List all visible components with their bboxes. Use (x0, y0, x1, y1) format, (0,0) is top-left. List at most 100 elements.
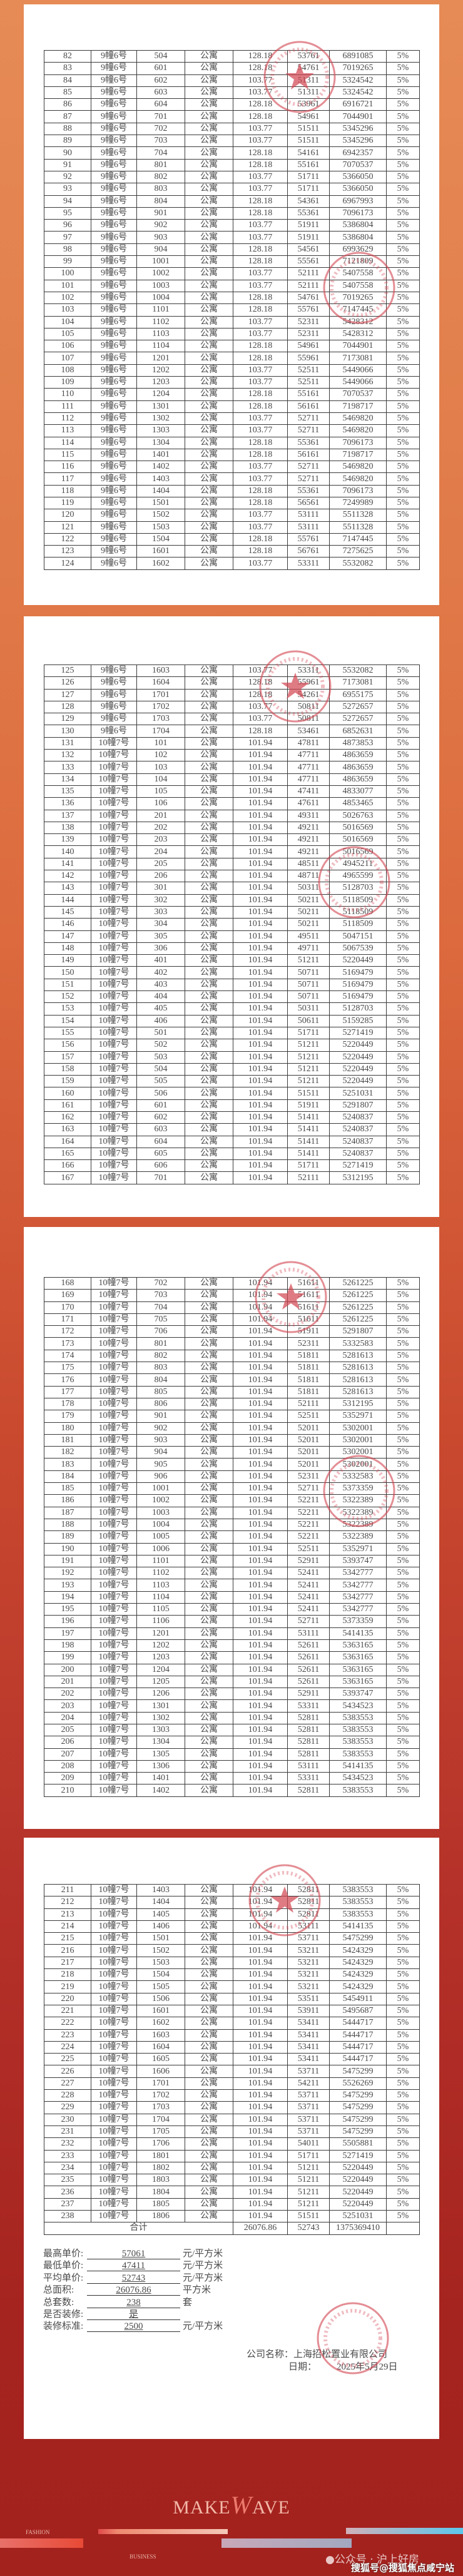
area-cell: 103.77 (233, 267, 288, 280)
unit-price-cell: 51411 (287, 1147, 330, 1161)
total-price-cell: 7096173 (329, 484, 387, 497)
property-type-cell: 公寓 (185, 255, 233, 268)
building-cell: 9幢6号 (91, 340, 137, 353)
property-type-cell: 公寓 (185, 1470, 233, 1484)
percentage-cell: 5% (386, 785, 420, 798)
percentage-cell: 5% (386, 1026, 420, 1040)
percentage-cell: 5% (386, 1554, 420, 1568)
percentage-cell: 5% (386, 1123, 420, 1136)
area-cell: 101.94 (233, 1896, 288, 1909)
row-index-cell: 108 (44, 364, 91, 377)
unit-price-cell: 55961 (287, 352, 330, 365)
table-row: 120 9幢6号 1502 公寓 103.77 53111 5511328 5% (44, 509, 420, 522)
percentage-cell: 5% (386, 1410, 420, 1423)
total-price-cell: 5526269 (329, 2077, 387, 2090)
total-price-cell: 5414135 (329, 1920, 387, 1933)
total-price-cell: 5495687 (329, 2004, 387, 2018)
property-type-cell: 公寓 (185, 942, 233, 955)
summary-unit: 平方米 (183, 2285, 211, 2296)
total-price-cell: 7198717 (329, 400, 387, 413)
area-cell: 103.77 (233, 74, 288, 87)
sohu-watermark: 搜狐号@搜狐焦点咸宁站 (351, 2562, 455, 2573)
unit-price-cell: 54961 (287, 340, 330, 353)
row-index-cell: 179 (44, 1410, 91, 1423)
percentage-cell: 5% (386, 700, 420, 714)
room-number-cell: 802 (136, 1349, 185, 1363)
unit-price-cell: 51911 (287, 219, 330, 232)
summary-value: 26076.86 (87, 2284, 180, 2296)
unit-price-cell: 52011 (287, 1422, 330, 1435)
total-price-cell: 5363165 (329, 1663, 387, 1676)
building-cell: 10幢7号 (91, 870, 137, 883)
table-row: 144 10幢7号 302 公寓 101.94 50211 5118509 5% (44, 893, 420, 907)
total-price-cell: 5342777 (329, 1567, 387, 1580)
area-cell: 101.94 (233, 1123, 288, 1136)
building-cell: 9幢6号 (91, 388, 137, 401)
room-number-cell: 902 (136, 219, 185, 232)
total-price-cell: 5169479 (329, 966, 387, 979)
area-cell: 101.94 (233, 761, 288, 774)
area-cell: 103.77 (233, 376, 288, 389)
row-index-cell: 135 (44, 785, 91, 798)
room-number-cell: 1702 (136, 700, 185, 714)
unit-price-cell: 52011 (287, 1446, 330, 1459)
total-price-cell: 5312195 (329, 1397, 387, 1411)
table-row: 184 10幢7号 906 公寓 101.94 52311 5332583 5% (44, 1470, 420, 1484)
unit-price-cell: 54361 (287, 195, 330, 208)
property-type-cell: 公寓 (185, 545, 233, 558)
total-price-cell: 7173081 (329, 352, 387, 365)
total-price-cell: 5261225 (329, 1276, 387, 1290)
percentage-cell: 5% (386, 1992, 420, 2005)
unit-price-cell: 51711 (287, 183, 330, 196)
row-index-cell: 213 (44, 1908, 91, 1921)
building-cell: 10幢7号 (91, 2065, 137, 2078)
percentage-cell: 5% (386, 1944, 420, 1957)
total-price-cell: 5128703 (329, 882, 387, 895)
property-type-cell: 公寓 (185, 857, 233, 871)
table-row: 163 10幢7号 603 公寓 101.94 51411 5240837 5% (44, 1123, 420, 1136)
room-number-cell: 101 (136, 736, 185, 750)
table-row: 139 10幢7号 203 公寓 101.94 49211 5016569 5% (44, 833, 420, 847)
percentage-cell: 5% (386, 1002, 420, 1016)
row-index-cell: 164 (44, 1135, 91, 1148)
room-number-cell: 201 (136, 809, 185, 822)
row-index-cell: 211 (44, 1883, 91, 1897)
room-number-cell: 1704 (136, 2113, 185, 2126)
area-cell: 101.94 (233, 1615, 288, 1628)
row-index-cell: 116 (44, 461, 91, 474)
total-area: 26076.86 (233, 2222, 288, 2235)
unit-price-cell: 47711 (287, 749, 330, 762)
row-index-cell: 159 (44, 1075, 91, 1088)
summary-value: 47411 (87, 2260, 180, 2272)
table-row: 146 10幢7号 304 公寓 101.94 50211 5118509 5% (44, 918, 420, 931)
area-cell: 101.94 (233, 1920, 288, 1933)
unit-price-cell: 56761 (287, 545, 330, 558)
total-price-cell: 7147445 (329, 303, 387, 317)
total-price-cell: 7070537 (329, 388, 387, 401)
building-cell: 10幢7号 (91, 1699, 137, 1713)
area-cell: 101.94 (233, 1422, 288, 1435)
row-index-cell: 158 (44, 1062, 91, 1076)
row-index-cell: 181 (44, 1433, 91, 1447)
table-row: 92 9幢6号 802 公寓 103.77 51711 5366050 5% (44, 170, 420, 184)
area-cell: 101.94 (233, 1968, 288, 1982)
building-cell: 10幢7号 (91, 1410, 137, 1423)
total-price-cell: 5220449 (329, 1062, 387, 1076)
row-index-cell: 107 (44, 352, 91, 365)
area-cell: 103.77 (233, 461, 288, 474)
document-page-2: 125 9幢6号 1603 公寓 103.77 53311 5532082 5% 126 9幢6号… (24, 616, 439, 1217)
table-row: 178 10幢7号 806 公寓 101.94 52111 5312195 5% (44, 1397, 420, 1411)
total-price-cell: 5332583 (329, 1337, 387, 1350)
total-price-cell: 5386804 (329, 219, 387, 232)
room-number-cell: 104 (136, 773, 185, 786)
decor-bar (98, 2529, 228, 2534)
percentage-cell: 5% (386, 2113, 420, 2126)
percentage-cell: 5% (386, 49, 420, 63)
percentage-cell: 5% (386, 183, 420, 196)
table-row: 121 9幢6号 1503 公寓 103.77 53111 5511328 5% (44, 521, 420, 534)
room-number-cell: 1101 (136, 303, 185, 317)
building-cell: 10幢7号 (91, 2161, 137, 2175)
room-number-cell: 1603 (136, 2029, 185, 2042)
total-price-cell: 5428312 (329, 327, 387, 341)
row-index-cell: 175 (44, 1362, 91, 1375)
